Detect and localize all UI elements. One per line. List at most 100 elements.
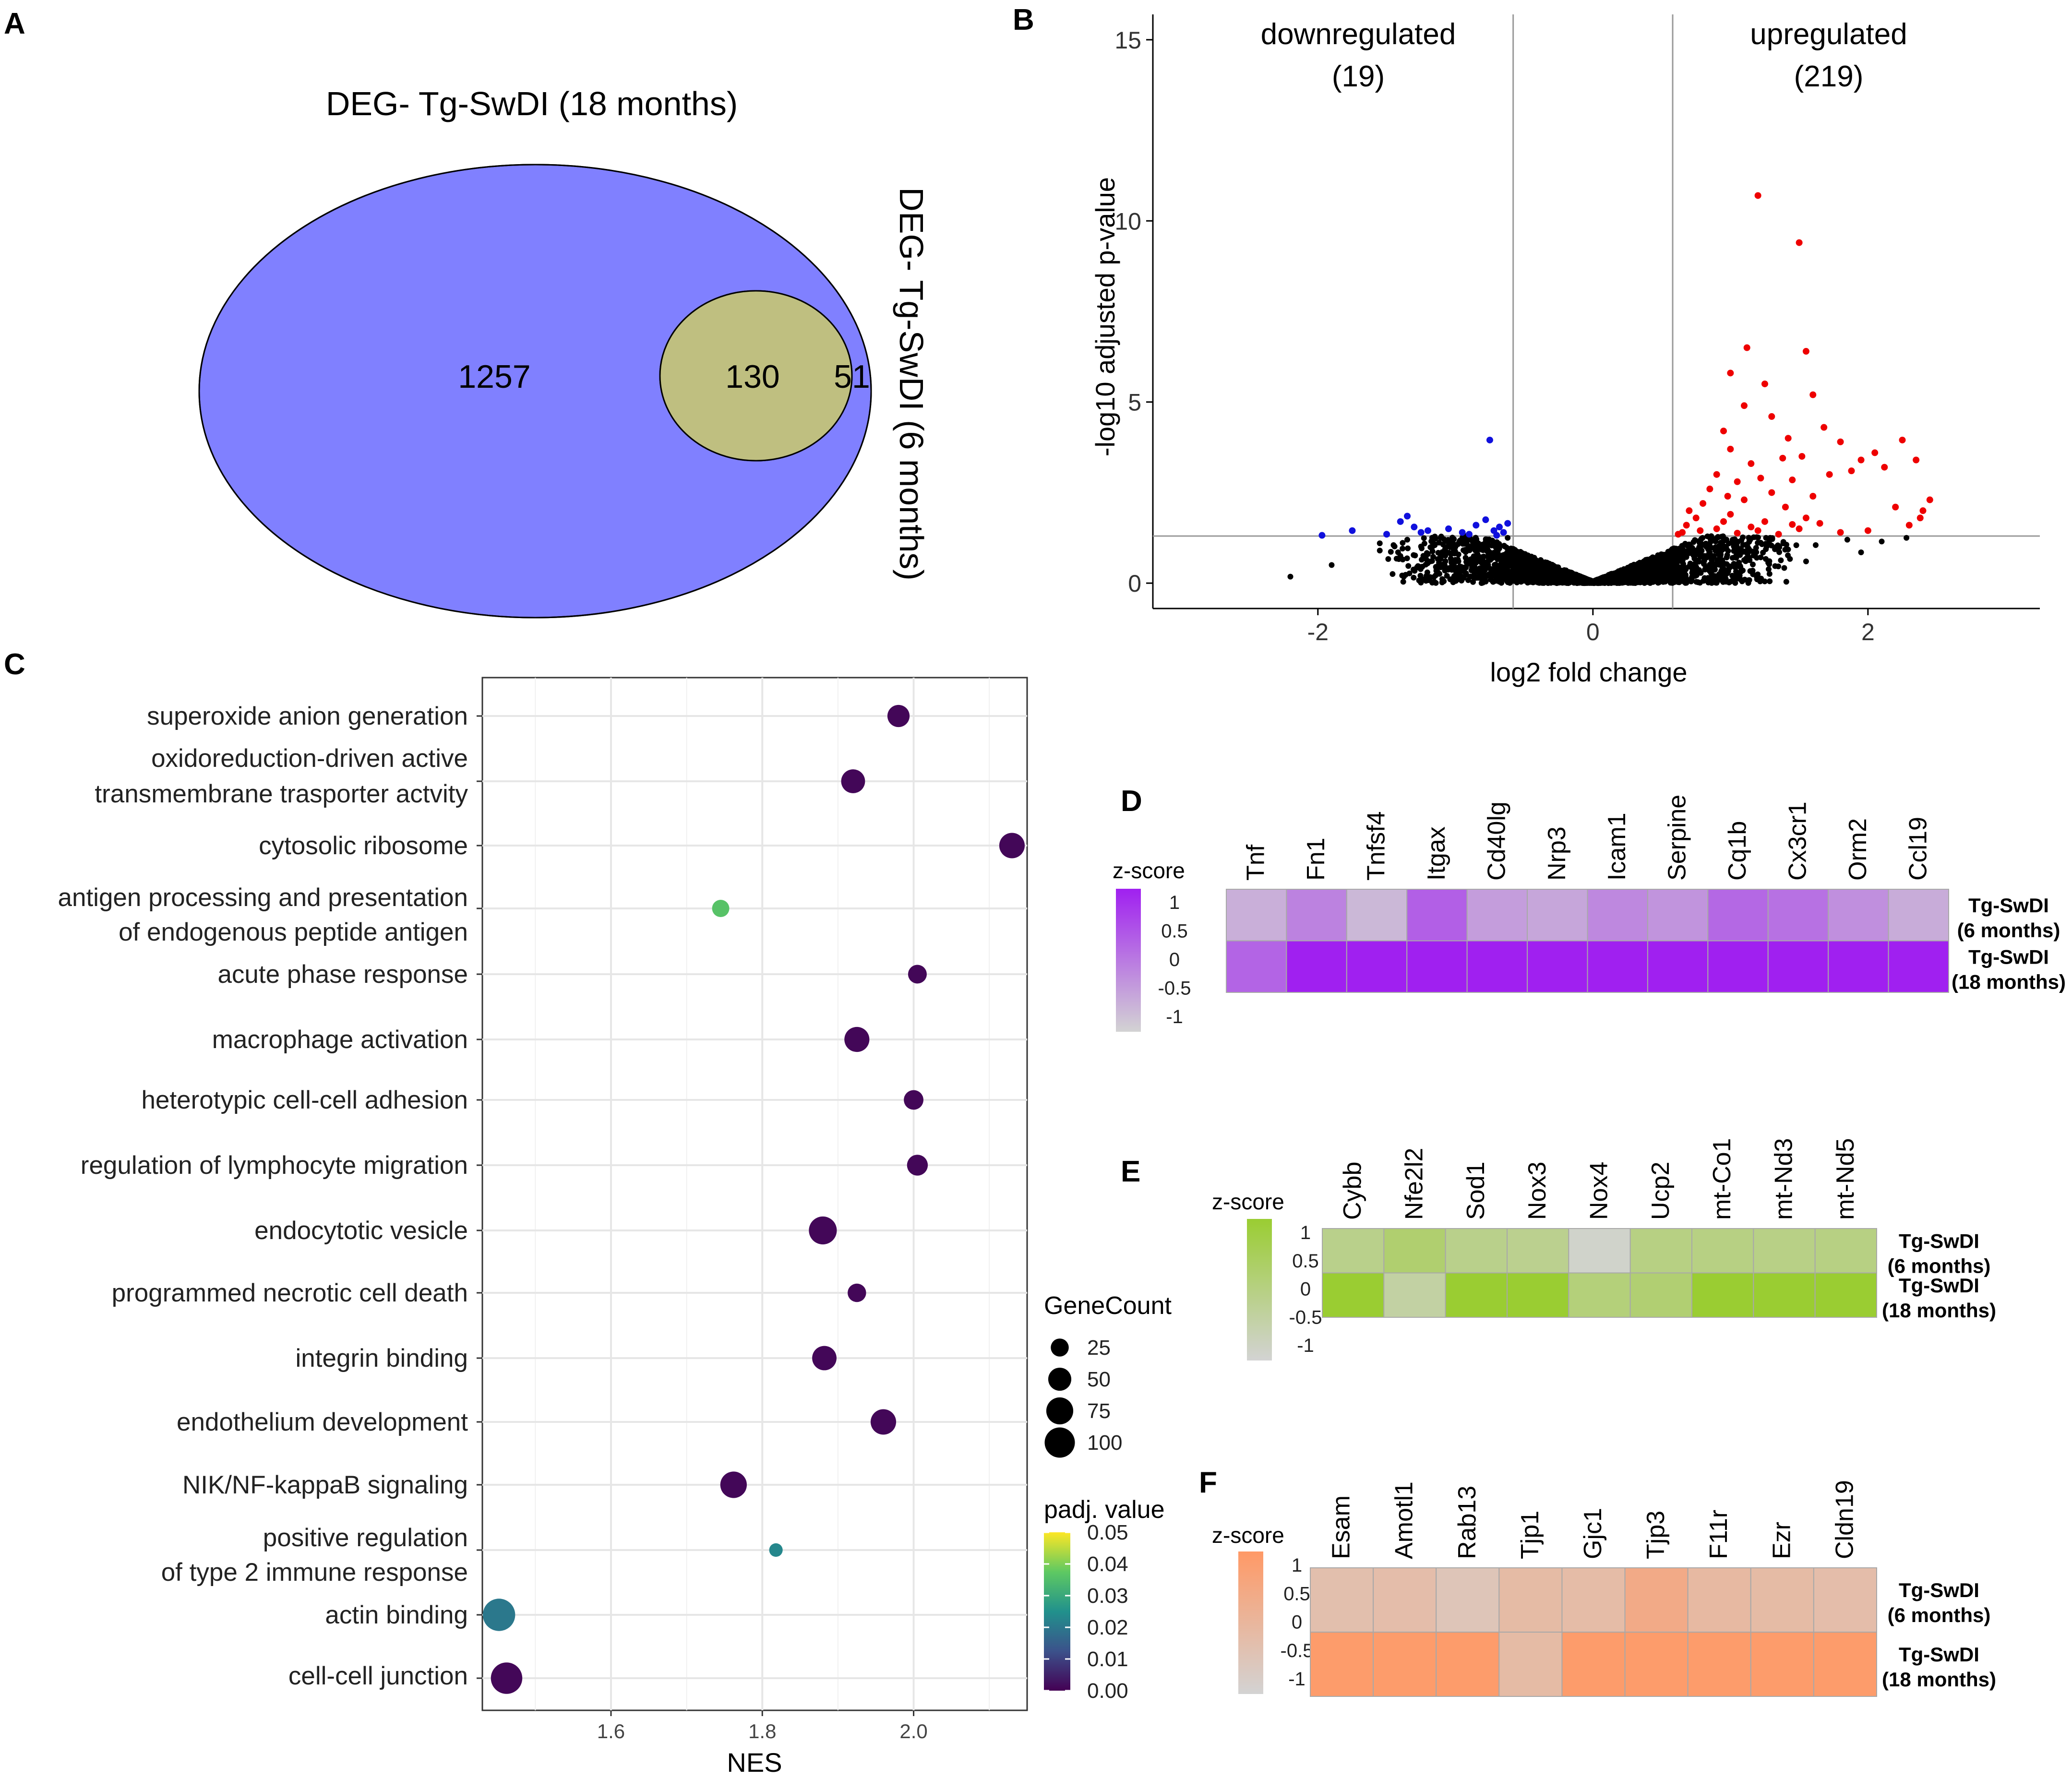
heatmap-cell <box>1629 1228 1693 1274</box>
ns-point <box>1505 559 1511 565</box>
ns-point <box>1778 557 1784 563</box>
heatmap-column-label: Ccl19 <box>1904 817 1932 881</box>
heatmap-cell <box>1691 1272 1754 1318</box>
zscore-legend-label: 1 <box>1292 1555 1302 1576</box>
heatmap-row-sublabel: (18 months) <box>1882 1299 1996 1322</box>
heatmap-d-legend-title: z-score <box>1113 858 1185 883</box>
ns-point <box>1709 577 1715 583</box>
heatmap-column-label: mt-Nd3 <box>1770 1138 1798 1220</box>
upregulated-point <box>1892 503 1899 511</box>
heatmap-cell <box>1498 1567 1563 1633</box>
ns-point <box>1400 540 1406 546</box>
venn-count-overlap: 130 <box>725 358 779 395</box>
ns-point <box>1487 576 1494 583</box>
heatmap-column-label: Rab13 <box>1453 1486 1481 1559</box>
ns-point <box>1329 562 1335 568</box>
dot-point <box>720 1471 747 1498</box>
downregulated-point <box>1404 513 1411 520</box>
ns-point <box>1429 558 1435 564</box>
ns-point <box>1485 555 1492 561</box>
ns-point <box>1439 551 1446 557</box>
color-legend-label: 0.03 <box>1087 1584 1128 1608</box>
ns-point <box>1419 576 1425 583</box>
ns-point <box>1626 573 1632 579</box>
ns-point <box>1648 579 1654 585</box>
zscore-legend-label: 0 <box>1300 1279 1311 1300</box>
upregulated-point <box>1741 402 1748 409</box>
ns-point <box>1753 545 1759 551</box>
ns-point <box>1690 539 1697 545</box>
ns-point <box>1561 569 1567 575</box>
ns-point <box>1760 549 1766 556</box>
ns-point <box>1730 573 1737 579</box>
ns-point <box>1463 570 1469 576</box>
ns-point <box>1705 547 1712 553</box>
ns-point <box>1782 547 1788 553</box>
upregulated-point <box>1720 428 1727 435</box>
ns-point <box>1526 569 1532 575</box>
ns-point <box>1606 576 1613 582</box>
ns-point <box>1844 537 1850 543</box>
ns-point <box>1732 580 1738 586</box>
ns-point <box>1490 554 1497 561</box>
ns-point <box>1441 578 1447 585</box>
heatmap-cell <box>1647 940 1709 993</box>
size-legend-label: 75 <box>1087 1399 1111 1423</box>
ns-point <box>1737 552 1743 558</box>
heatmap-cell <box>1436 1567 1500 1633</box>
ns-point <box>1729 555 1736 561</box>
heatmap-cell <box>1647 889 1709 942</box>
upregulated-point <box>1837 529 1844 536</box>
heatmap-column-label: Gjc1 <box>1579 1508 1607 1559</box>
x-tick-label: -2 <box>1307 619 1329 645</box>
ns-point <box>1738 537 1745 543</box>
size-legend-dot <box>1046 1397 1074 1425</box>
venn-outline-6-months <box>659 290 853 462</box>
ns-point <box>1706 540 1713 547</box>
ns-point <box>1670 549 1676 555</box>
venn-count-6-only: 51 <box>834 358 870 395</box>
heatmap-cell <box>1813 1567 1878 1633</box>
zscore-legend-label: -0.5 <box>1158 978 1191 999</box>
zscore-legend-label: 1 <box>1300 1222 1311 1243</box>
downregulated-point <box>1425 527 1432 534</box>
zscore-legend-label: -1 <box>1297 1335 1314 1356</box>
heatmap-row-label: Tg-SwDI <box>1899 1274 1979 1297</box>
heatmap-cell <box>1587 889 1648 942</box>
ns-point <box>1388 549 1394 555</box>
dot-point <box>809 1216 837 1245</box>
heatmap-cell <box>1691 1228 1754 1274</box>
heatmap-column-label: Tjp1 <box>1516 1511 1544 1559</box>
upregulated-point <box>1796 525 1803 532</box>
category-label: macrophage activation <box>212 1026 468 1054</box>
volcano-y-label: -log10 adjusted p-value <box>1090 177 1120 456</box>
ns-point <box>1444 573 1450 579</box>
heatmap-cell <box>1507 1228 1569 1274</box>
ns-point <box>1478 580 1485 586</box>
heatmap-cell <box>1322 1272 1385 1318</box>
upregulated-point <box>1720 518 1727 525</box>
heatmap-column-label: Amotl1 <box>1390 1481 1418 1559</box>
upregulated-point <box>1864 527 1871 534</box>
upregulated-point <box>1700 500 1707 507</box>
category-label: oxidoreduction-driven active <box>151 744 468 773</box>
downregulated-point <box>1504 520 1511 527</box>
heatmap-cell <box>1568 1228 1631 1274</box>
ns-point <box>1471 574 1477 581</box>
heatmap-cell <box>1310 1567 1374 1633</box>
ns-point <box>1716 546 1723 552</box>
heatmap-cell <box>1561 1632 1626 1697</box>
heatmap-column-label: Cybb <box>1339 1162 1366 1220</box>
ns-point <box>1461 541 1468 547</box>
ns-point <box>1708 534 1714 540</box>
ns-point <box>1765 566 1772 573</box>
heatmap-cell <box>1814 1272 1878 1318</box>
ns-point <box>1664 570 1670 576</box>
downregulated-point <box>1465 531 1473 538</box>
ns-point <box>1679 557 1686 563</box>
ns-point <box>1536 561 1543 568</box>
heatmap-cell <box>1466 889 1528 942</box>
ns-point <box>1695 557 1701 563</box>
ns-point <box>1405 545 1411 551</box>
heatmap-d: 10.50-0.5-1Tg-SwDI(6 months)Tg-SwDI(18 m… <box>1116 795 2066 1032</box>
